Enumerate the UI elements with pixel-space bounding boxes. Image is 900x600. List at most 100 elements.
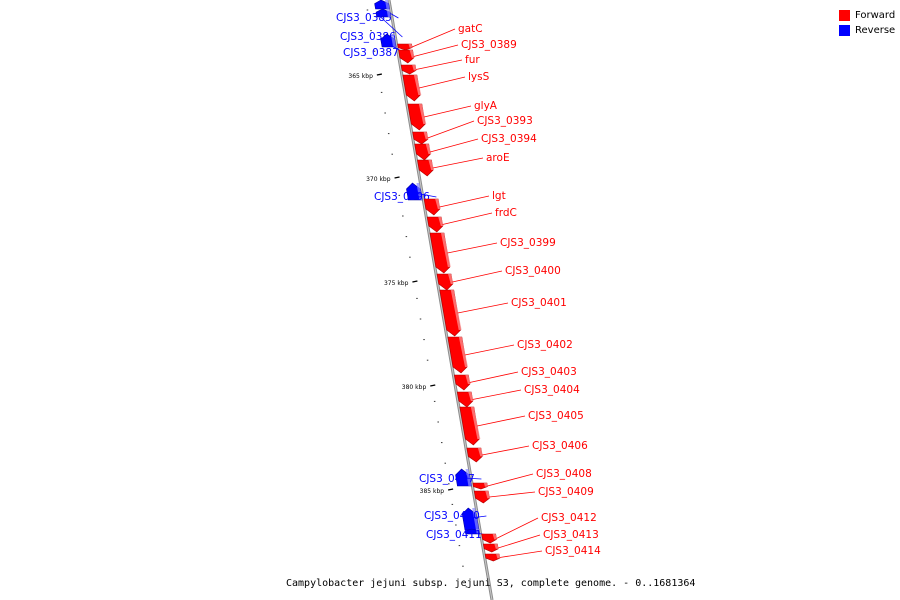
gene-label[interactable]: CJS3_0409	[538, 486, 594, 498]
gene-label[interactable]: CJS3_0389	[461, 39, 517, 51]
ruler-tick-label: 385 kbp	[420, 488, 445, 495]
gene-label[interactable]: lgt	[492, 190, 506, 202]
gene-gatc[interactable]: gatC	[397, 23, 483, 51]
gene-arrow-shade	[465, 375, 471, 384]
gene-label[interactable]: CJS3_0406	[532, 440, 588, 452]
gene-arrow-shade	[470, 407, 481, 439]
gene-leader-line	[423, 105, 472, 118]
gene-arrow-shade	[438, 217, 444, 226]
gene-label[interactable]: frdC	[495, 207, 517, 219]
gene-arrow-shade	[492, 534, 498, 540]
gene-cjs3_0396[interactable]: CJS3_0396	[374, 182, 437, 203]
ruler-tick-label: 375 kbp	[384, 280, 409, 287]
gene-arrow-shade	[450, 290, 462, 330]
gene-label[interactable]: CJS3_0387	[343, 47, 399, 59]
gene-arrow-shade	[418, 104, 427, 124]
gene-arrow-shade	[483, 483, 488, 487]
gene-arrow-shade	[423, 132, 429, 140]
gene-leader-line	[469, 371, 519, 383]
gene-leader-line	[472, 389, 522, 400]
gene-label[interactable]: CJS3_0411	[426, 529, 482, 541]
gene-arrow-shade	[477, 448, 484, 457]
gene-arrow-shade	[416, 183, 423, 200]
gene-label[interactable]: fur	[465, 54, 480, 66]
gene-leader-line	[442, 212, 493, 225]
gene-cjs3_0389[interactable]: CJS3_0389	[398, 39, 517, 64]
backbone-highlight	[388, 0, 493, 600]
gene-leader-line	[429, 138, 479, 153]
gene-cjs3_0408[interactable]: CJS3_0408	[472, 468, 592, 490]
gene-cjs3_0393[interactable]: CJS3_0393	[412, 115, 533, 145]
legend-item-forward: Forward	[839, 8, 895, 23]
gene-label[interactable]: CJS3_0403	[521, 366, 577, 378]
gene-cjs3_0414[interactable]: CJS3_0414	[484, 545, 601, 562]
legend-forward-label: Forward	[855, 10, 896, 21]
gene-lgt[interactable]: lgt	[423, 190, 506, 216]
gene-arrow-shade	[425, 144, 432, 154]
gene-cjs3_0387[interactable]: CJS3_0387	[343, 33, 406, 59]
gene-features: CJS3_0385CJS3_0386CJS3_0387gatCCJS3_0389…	[336, 0, 601, 562]
gene-cjs3_0401[interactable]: CJS3_0401	[439, 289, 567, 337]
gene-label[interactable]: CJS3_0408	[536, 468, 592, 480]
gene-leader-line	[375, 12, 403, 38]
gene-label[interactable]: CJS3_0396	[374, 191, 430, 203]
gene-arrow-shade	[435, 199, 441, 209]
gene-cjs3_0400[interactable]: CJS3_0400	[436, 265, 561, 291]
gene-leader-line	[439, 195, 490, 208]
gene-cjs3_0410[interactable]: CJS3_0410	[424, 507, 487, 531]
gene-arrow-shade	[386, 9, 391, 17]
reverse-swatch	[839, 25, 850, 36]
gene-frdc[interactable]: frdC	[426, 207, 517, 233]
gene-arrow-shade	[458, 337, 469, 367]
gene-label[interactable]: glyA	[474, 100, 498, 112]
ruler-ticks: 365 kbp 370 kbp 375 kbp 380 kbp 385 kbp	[348, 9, 468, 588]
gene-glya[interactable]: glyA	[407, 100, 498, 131]
gene-leader-line	[455, 477, 482, 480]
gene-cjs3_0403[interactable]: CJS3_0403	[454, 366, 577, 391]
gene-label[interactable]: CJS3_0393	[477, 115, 533, 127]
gene-label[interactable]: CJS3_0407	[419, 473, 475, 485]
gene-arrow-shade	[494, 544, 499, 549]
gene-aroe[interactable]: aroE	[417, 152, 510, 177]
gene-leader-line	[447, 242, 498, 254]
gene-cjs3_0413[interactable]: CJS3_0413	[483, 529, 599, 553]
gene-cjs3_0412[interactable]: CJS3_0412	[481, 512, 597, 544]
gene-cjs3_0399[interactable]: CJS3_0399	[429, 232, 556, 274]
gene-cjs3_0407[interactable]: CJS3_0407	[419, 468, 482, 487]
gene-arrow-shade	[475, 529, 480, 534]
gene-arrow-shade	[412, 65, 417, 71]
gene-label[interactable]: CJS3_0394	[481, 133, 537, 145]
gene-leader-line	[432, 157, 484, 169]
gene-cjs3_0404[interactable]: CJS3_0404	[456, 384, 580, 408]
gene-cjs3_0411[interactable]: CJS3_0411	[426, 528, 489, 541]
gene-arrow-shade	[472, 508, 479, 530]
gene-cjs3_0409[interactable]: CJS3_0409	[473, 486, 594, 504]
ruler-tick-label: 365 kbp	[348, 73, 373, 80]
gene-lyss[interactable]: lysS	[402, 71, 490, 102]
gene-cjs3_0405[interactable]: CJS3_0405	[459, 406, 584, 446]
forward-swatch	[839, 10, 850, 21]
gene-arrow-shade	[409, 50, 415, 58]
gene-leader-line	[419, 76, 466, 89]
gene-label[interactable]: CJS3_0410	[424, 510, 480, 522]
gene-cjs3_0402[interactable]: CJS3_0402	[447, 336, 573, 374]
gene-label[interactable]: gatC	[458, 23, 483, 35]
gene-leader-line	[499, 550, 543, 558]
gene-leader-line	[413, 44, 459, 57]
gene-label[interactable]: CJS3_0414	[545, 545, 601, 557]
gene-label[interactable]: CJS3_0405	[528, 410, 584, 422]
legend-reverse-label: Reverse	[855, 25, 896, 36]
gene-label[interactable]: CJS3_0412	[541, 512, 597, 524]
gene-leader-line	[463, 515, 487, 520]
gene-cjs3_0406[interactable]: CJS3_0406	[466, 440, 588, 463]
gene-label[interactable]: lysS	[468, 71, 490, 83]
gene-cjs3_0394[interactable]: CJS3_0394	[414, 133, 537, 161]
gene-label[interactable]: CJS3_0413	[543, 529, 599, 541]
gene-label[interactable]: CJS3_0400	[505, 265, 561, 277]
gene-label[interactable]: CJS3_0399	[500, 237, 556, 249]
gene-fur[interactable]: fur	[400, 54, 480, 75]
gene-label[interactable]: aroE	[486, 152, 510, 164]
gene-label[interactable]: CJS3_0401	[511, 297, 567, 309]
gene-label[interactable]: CJS3_0402	[517, 339, 573, 351]
gene-label[interactable]: CJS3_0404	[524, 384, 580, 396]
